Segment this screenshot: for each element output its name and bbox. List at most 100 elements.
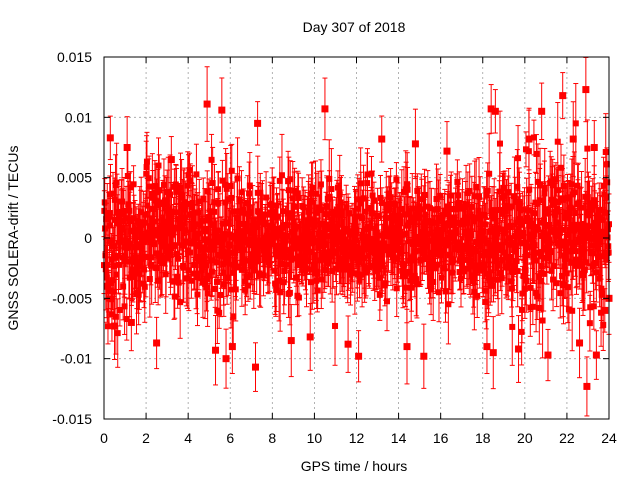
data-point — [354, 271, 361, 278]
data-point — [464, 219, 471, 226]
data-point — [217, 234, 224, 241]
data-point — [108, 311, 115, 318]
data-point — [441, 221, 448, 228]
data-point — [515, 155, 522, 162]
data-point — [363, 238, 370, 245]
data-point — [260, 272, 267, 279]
data-point — [240, 206, 247, 213]
data-point — [273, 286, 280, 293]
data-point — [246, 190, 253, 197]
data-point — [386, 206, 393, 213]
data-point — [525, 217, 532, 224]
data-point — [435, 215, 442, 222]
data-point — [354, 205, 361, 212]
data-point — [191, 261, 198, 268]
data-point — [539, 233, 546, 240]
data-point — [339, 229, 346, 236]
data-point — [377, 274, 384, 281]
data-point — [107, 222, 114, 229]
data-point — [154, 202, 161, 209]
data-point — [424, 254, 431, 261]
data-point — [194, 291, 201, 298]
data-point — [505, 260, 512, 267]
data-point — [123, 316, 130, 323]
data-point — [413, 233, 420, 240]
data-point — [102, 266, 109, 273]
data-point — [139, 255, 146, 262]
data-series — [101, 57, 613, 417]
data-point — [307, 279, 314, 286]
data-point — [509, 323, 516, 330]
data-point — [209, 257, 216, 264]
data-point — [441, 207, 448, 214]
data-point — [519, 290, 526, 297]
data-point — [311, 253, 318, 260]
data-point — [219, 177, 226, 184]
data-point — [130, 181, 137, 188]
data-point — [101, 199, 108, 206]
data-point — [114, 330, 121, 337]
data-point — [224, 196, 231, 203]
data-point — [224, 274, 231, 281]
data-point — [458, 260, 465, 267]
data-point — [546, 239, 553, 246]
data-point — [473, 183, 480, 190]
data-point — [445, 301, 452, 308]
data-point — [211, 199, 218, 206]
data-point — [236, 196, 243, 203]
data-point — [402, 270, 409, 277]
data-point — [110, 190, 117, 197]
data-point — [120, 283, 127, 290]
data-point — [472, 248, 479, 255]
data-point — [177, 299, 184, 306]
data-point — [287, 176, 294, 183]
data-point — [294, 223, 301, 230]
data-point — [371, 197, 378, 204]
data-point — [434, 261, 441, 268]
data-point — [215, 199, 222, 206]
data-point — [421, 191, 428, 198]
data-point — [521, 218, 528, 225]
data-point — [369, 210, 376, 217]
data-point — [263, 194, 270, 201]
data-point — [153, 198, 160, 205]
data-point — [520, 273, 527, 280]
data-point — [170, 209, 177, 216]
data-point — [210, 221, 217, 228]
data-point — [490, 276, 497, 283]
data-point — [277, 260, 284, 267]
data-point — [186, 167, 193, 174]
data-point — [243, 273, 250, 280]
data-point — [433, 238, 440, 245]
data-point — [435, 289, 442, 296]
data-point — [313, 209, 320, 216]
data-point — [227, 182, 234, 189]
data-point — [447, 252, 454, 259]
data-point — [230, 313, 237, 320]
data-point — [471, 288, 478, 295]
data-point — [461, 244, 468, 251]
data-point — [152, 189, 159, 196]
data-point — [413, 281, 420, 288]
data-point — [390, 254, 397, 261]
data-point — [390, 217, 397, 224]
data-point — [216, 309, 223, 316]
data-point — [245, 282, 252, 289]
data-point — [401, 211, 408, 218]
data-point — [504, 264, 511, 271]
data-point — [220, 281, 227, 288]
data-point — [343, 204, 350, 211]
data-point — [203, 275, 210, 282]
data-point — [154, 250, 161, 257]
data-point — [480, 266, 487, 273]
data-point — [188, 277, 195, 284]
data-point — [382, 280, 389, 287]
data-point — [455, 239, 462, 246]
data-point — [518, 221, 525, 228]
data-point — [171, 293, 178, 300]
data-point — [403, 284, 410, 291]
data-point — [116, 238, 123, 245]
data-point — [410, 240, 417, 247]
data-point — [425, 217, 432, 224]
data-point — [277, 289, 284, 296]
